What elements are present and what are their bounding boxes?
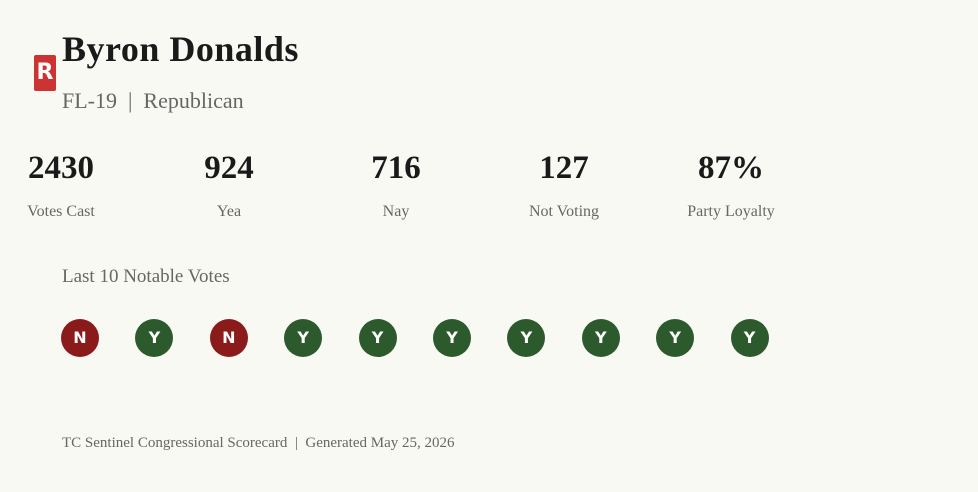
vote-badge: Y	[730, 319, 769, 357]
footer: TC Sentinel Congressional Scorecard | Ge…	[62, 435, 455, 451]
vote-badge: Y	[358, 319, 397, 357]
vote-badge: N	[209, 319, 248, 357]
vote-badge: Y	[135, 319, 174, 357]
votes-title: Last 10 Notable Votes	[62, 266, 230, 287]
stat-label: Nay	[382, 203, 410, 220]
stat-label: Yea	[216, 203, 242, 220]
vote-badge: Y	[284, 319, 323, 357]
stat-label: Not Voting	[528, 203, 600, 220]
stat-value: 924	[204, 150, 254, 186]
stat-label: Votes Cast	[27, 203, 95, 220]
vote-badge: Y	[656, 319, 695, 357]
member-name: Byron Donalds	[62, 29, 299, 69]
stat-value: 2430	[28, 150, 94, 186]
member-subtitle: FL-19 | Republican	[62, 88, 244, 113]
vote-badge: Y	[433, 319, 471, 357]
party-badge: R	[34, 55, 56, 91]
stat-value: 127	[539, 150, 589, 186]
vote-badge: Y	[507, 319, 546, 357]
stat-label: Party Loyalty	[687, 203, 775, 220]
vote-badge: N	[61, 319, 99, 357]
vote-badge: Y	[581, 319, 620, 357]
stat-value: 716	[371, 150, 421, 186]
stat-value: 87%	[698, 150, 764, 186]
